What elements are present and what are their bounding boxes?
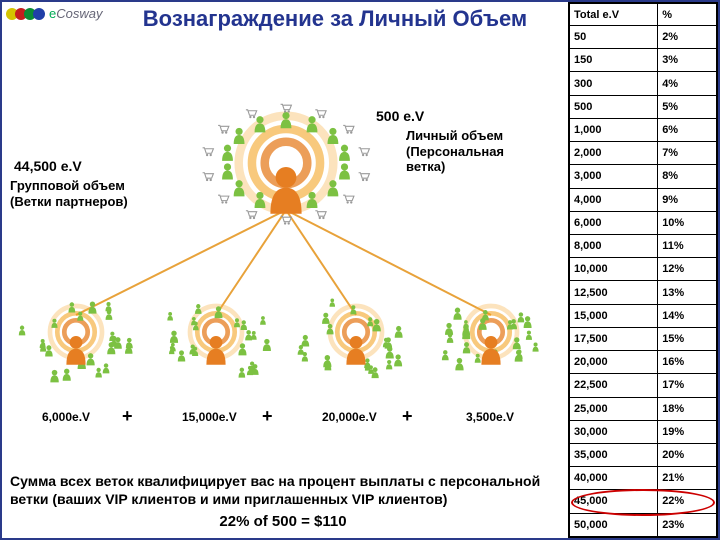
table-cell: 15% [658, 327, 717, 350]
table-cell: 22,500 [570, 374, 658, 397]
table-row: 5005% [570, 95, 717, 118]
table-cell: 21% [658, 467, 717, 490]
table-cell: 8% [658, 165, 717, 188]
personal-ev-value: 500 e.V [376, 108, 424, 124]
table-row: 2,0007% [570, 142, 717, 165]
logo-cosway: Cosway [56, 6, 102, 21]
table-row: 1503% [570, 49, 717, 72]
summary-text: Сумма всех веток квалифицирует вас на пр… [10, 472, 556, 508]
plus-icon: + [122, 406, 133, 427]
table-row: 3004% [570, 72, 717, 95]
table-cell: 50 [570, 26, 658, 49]
table-cell: 5% [658, 95, 717, 118]
table-row: 35,00020% [570, 443, 717, 466]
table-cell: 150 [570, 49, 658, 72]
table-cell: 4,000 [570, 188, 658, 211]
table-cell: 12% [658, 258, 717, 281]
table-body: 502%1503%3004%5005%1,0006%2,0007%3,0008%… [570, 26, 717, 537]
table-cell: 35,000 [570, 443, 658, 466]
table-cell: 25,000 [570, 397, 658, 420]
rate-table: Total e.V% 502%1503%3004%5005%1,0006%2,0… [569, 3, 717, 537]
plus-icon: + [262, 406, 273, 427]
table-row: 10,00012% [570, 258, 717, 281]
table-row: 25,00018% [570, 397, 717, 420]
table-cell: 3,000 [570, 165, 658, 188]
table-cell: 7% [658, 142, 717, 165]
table-cell: 23% [658, 513, 717, 536]
table-cell: 300 [570, 72, 658, 95]
group-volume-label: Групповой объем (Ветки партнеров) [10, 178, 150, 209]
table-cell: 3% [658, 49, 717, 72]
logo-text: eCosway [49, 6, 102, 21]
table-cell: 2% [658, 26, 717, 49]
table-cell: 30,000 [570, 420, 658, 443]
table-cell: 17% [658, 374, 717, 397]
table-row: 20,00016% [570, 351, 717, 374]
table-cell: 10,000 [570, 258, 658, 281]
table-row: 8,00011% [570, 234, 717, 257]
page-title: Вознаграждение за Личный Объем [110, 6, 560, 31]
table-cell: 6,000 [570, 211, 658, 234]
plus-icon: + [402, 406, 413, 427]
table-row: 3,0008% [570, 165, 717, 188]
table-cell: 500 [570, 95, 658, 118]
logo-dots [6, 8, 45, 20]
table-cell: 2,000 [570, 142, 658, 165]
table-row: 17,50015% [570, 327, 717, 350]
table-cell: 50,000 [570, 513, 658, 536]
personal-volume-label: Личный объем (Персональная ветка) [406, 128, 536, 175]
branch-value: 3,500e.V [466, 410, 514, 424]
table-row: 50,00023% [570, 513, 717, 536]
logo-dot-icon [33, 8, 45, 20]
table-cell: 18% [658, 397, 717, 420]
table-cell: 20,000 [570, 351, 658, 374]
table-cell: 9% [658, 188, 717, 211]
diagram-area: 44,500 e.V Групповой объем (Ветки партне… [6, 60, 560, 534]
table-cell: 4% [658, 72, 717, 95]
branch-value: 15,000e.V [182, 410, 237, 424]
logo: eCosway [6, 6, 102, 21]
group-ev-value: 44,500 e.V [14, 158, 82, 174]
commission-table: Total e.V% 502%1503%3004%5005%1,0006%2,0… [568, 2, 718, 538]
table-row: 502% [570, 26, 717, 49]
table-cell: 14% [658, 304, 717, 327]
branch-value: 6,000e.V [42, 410, 90, 424]
calculation-text: 22% of 500 = $110 [6, 513, 560, 530]
table-cell: 40,000 [570, 467, 658, 490]
table-row: 6,00010% [570, 211, 717, 234]
branch-value: 20,000e.V [322, 410, 377, 424]
table-header: Total e.V [570, 4, 658, 26]
table-row: 30,00019% [570, 420, 717, 443]
table-row: 15,00014% [570, 304, 717, 327]
table-row: 22,50017% [570, 374, 717, 397]
table-cell: 16% [658, 351, 717, 374]
table-cell: 19% [658, 420, 717, 443]
table-row: 1,0006% [570, 118, 717, 141]
table-cell: 6% [658, 118, 717, 141]
table-row: 4,0009% [570, 188, 717, 211]
highlight-ellipse-icon [571, 489, 715, 516]
table-cell: 20% [658, 443, 717, 466]
table-cell: 11% [658, 234, 717, 257]
table-header: % [658, 4, 717, 26]
table-cell: 13% [658, 281, 717, 304]
table-cell: 8,000 [570, 234, 658, 257]
table-cell: 12,500 [570, 281, 658, 304]
table-header-row: Total e.V% [570, 4, 717, 26]
table-cell: 15,000 [570, 304, 658, 327]
table-row: 40,00021% [570, 467, 717, 490]
table-cell: 17,500 [570, 327, 658, 350]
table-row: 12,50013% [570, 281, 717, 304]
table-cell: 10% [658, 211, 717, 234]
table-cell: 1,000 [570, 118, 658, 141]
